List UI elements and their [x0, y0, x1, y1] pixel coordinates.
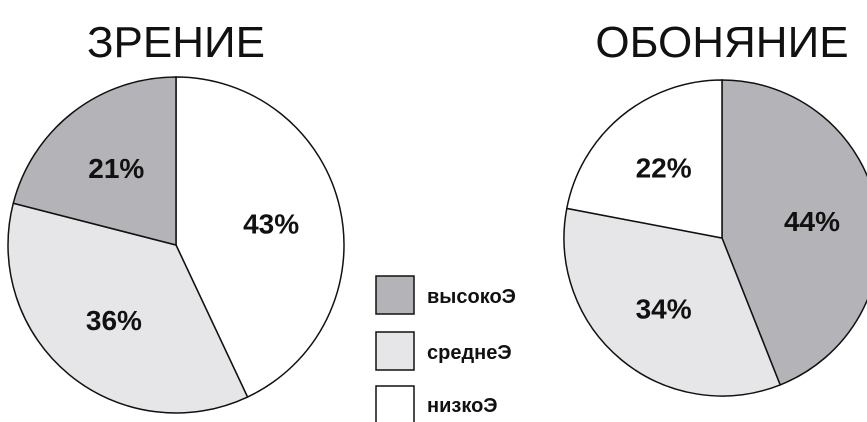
legend-swatch-low [375, 385, 415, 422]
pie-slice-vision-2 [12, 76, 177, 246]
chart-title-smell: ОБОНЯНИЕ [595, 18, 848, 67]
legend-label-mid: среднеЭ [427, 342, 512, 364]
legend: высокоЭ среднеЭ низкоЭ [375, 275, 516, 422]
pie-chart-smell: ОБОНЯНИЕ 44% 34% 22% [563, 18, 867, 397]
legend-label-high: высокоЭ [427, 286, 516, 308]
slice-label-vision-1: 36% [86, 305, 142, 336]
slice-label-smell-2: 22% [636, 152, 692, 183]
legend-swatch-high [375, 275, 415, 315]
pie-slice-smell-0 [721, 79, 867, 386]
legend-label-low: низкоЭ [427, 395, 498, 417]
slice-label-smell-1: 34% [636, 294, 692, 325]
slice-label-smell-0: 44% [784, 206, 840, 237]
pie-slice-smell-2 [565, 79, 723, 239]
pie-slices-vision: 43% 36% 21% [7, 76, 345, 414]
slice-label-vision-0: 43% [243, 209, 299, 240]
slice-label-vision-2: 21% [88, 153, 144, 184]
pie-slice-vision-0 [175, 76, 345, 399]
pie-slice-smell-1 [563, 207, 782, 397]
legend-swatch-mid [375, 331, 415, 371]
pie-slice-vision-1 [7, 202, 249, 414]
pie-slices-smell: 44% 34% 22% [563, 79, 867, 397]
pie-chart-vision: ЗРЕНИЕ 43% 36% 21% [7, 18, 345, 414]
chart-title-vision: ЗРЕНИЕ [87, 18, 265, 67]
